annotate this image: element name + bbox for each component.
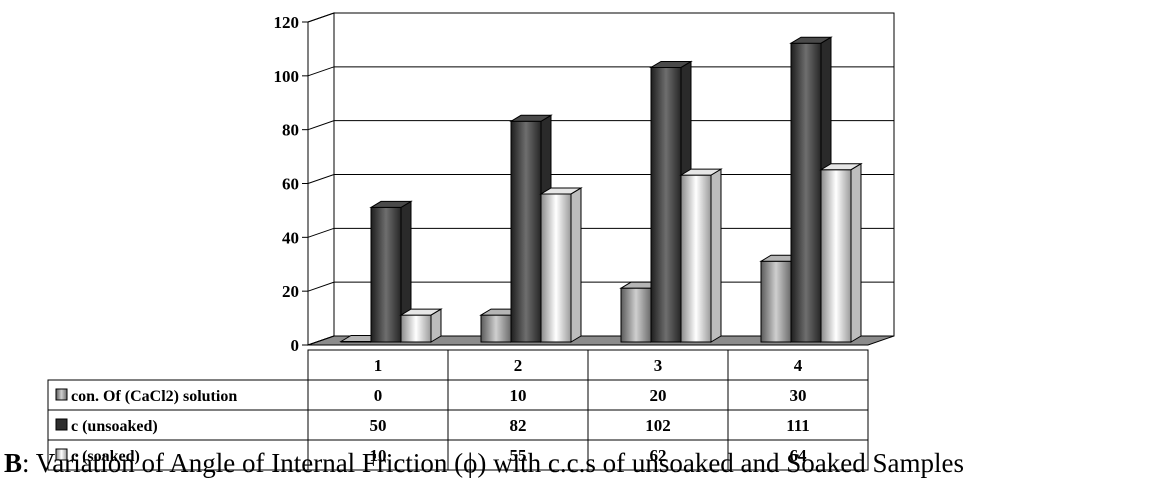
bar xyxy=(539,187,583,343)
bar-front xyxy=(620,287,652,343)
bar-front xyxy=(820,169,852,343)
data-label: 82 xyxy=(510,416,527,435)
data-label: 62 xyxy=(650,446,667,465)
legend-label: con. Of (CaCl2) solution xyxy=(71,388,237,405)
category-label: 3 xyxy=(654,356,663,375)
bar-front xyxy=(760,260,792,343)
bar-top xyxy=(649,60,693,68)
category-label: 2 xyxy=(514,356,523,375)
bar xyxy=(399,308,443,343)
bar-front xyxy=(540,193,572,343)
caption-text: : Variation of Angle of Internal Frictio… xyxy=(22,448,965,478)
data-label: 30 xyxy=(790,386,807,405)
y-tick-label: 20 xyxy=(282,282,299,301)
bar-top xyxy=(539,187,583,195)
y-tick-label: 60 xyxy=(282,175,299,194)
bar xyxy=(679,168,723,343)
bar xyxy=(649,60,693,343)
legend-label: c (unsoaked) xyxy=(71,418,158,435)
data-label: 10 xyxy=(510,386,527,405)
bar-front xyxy=(680,174,712,343)
data-label: 55 xyxy=(510,446,527,465)
legend-swatch xyxy=(55,418,68,431)
data-label: 0 xyxy=(374,386,383,405)
bar-front xyxy=(650,66,682,343)
data-label: 102 xyxy=(645,416,671,435)
y-tick-label: 0 xyxy=(291,336,300,355)
y-tick-label: 120 xyxy=(274,13,300,32)
caption-label: B xyxy=(4,448,23,478)
bar-top xyxy=(399,308,443,316)
bar-top xyxy=(789,36,833,44)
bar-top xyxy=(679,168,723,176)
y-tick-label: 100 xyxy=(274,67,300,86)
bar xyxy=(819,162,863,343)
y-tick-label: 40 xyxy=(282,228,299,247)
bar xyxy=(369,200,413,343)
table-row xyxy=(47,409,869,441)
bar-side xyxy=(710,168,722,343)
bar-top xyxy=(509,114,553,122)
bar-front xyxy=(790,42,822,343)
bar-front xyxy=(400,314,432,343)
bar-top xyxy=(819,163,863,171)
data-label: 10 xyxy=(370,446,387,465)
figure-caption: B: Variation of Angle of Internal Fricti… xyxy=(4,448,964,479)
category-label: 4 xyxy=(794,356,803,375)
bar-front xyxy=(480,314,512,343)
bar-front xyxy=(370,206,402,343)
data-label: 111 xyxy=(786,416,810,435)
data-label: 20 xyxy=(650,386,667,405)
legend-swatch xyxy=(55,448,68,461)
legend-swatch xyxy=(55,388,68,401)
bar-top xyxy=(369,200,413,208)
gridline xyxy=(307,12,894,23)
data-label: 50 xyxy=(370,416,387,435)
bar-side xyxy=(570,187,582,343)
bar-side xyxy=(850,162,862,343)
y-tick-label: 80 xyxy=(282,121,299,140)
gridline xyxy=(307,120,894,131)
category-label: 1 xyxy=(374,356,383,375)
gridline xyxy=(307,66,894,77)
bar-front xyxy=(510,120,542,343)
legend-label: c (soaked) xyxy=(71,448,140,465)
data-label: 64 xyxy=(790,446,808,465)
